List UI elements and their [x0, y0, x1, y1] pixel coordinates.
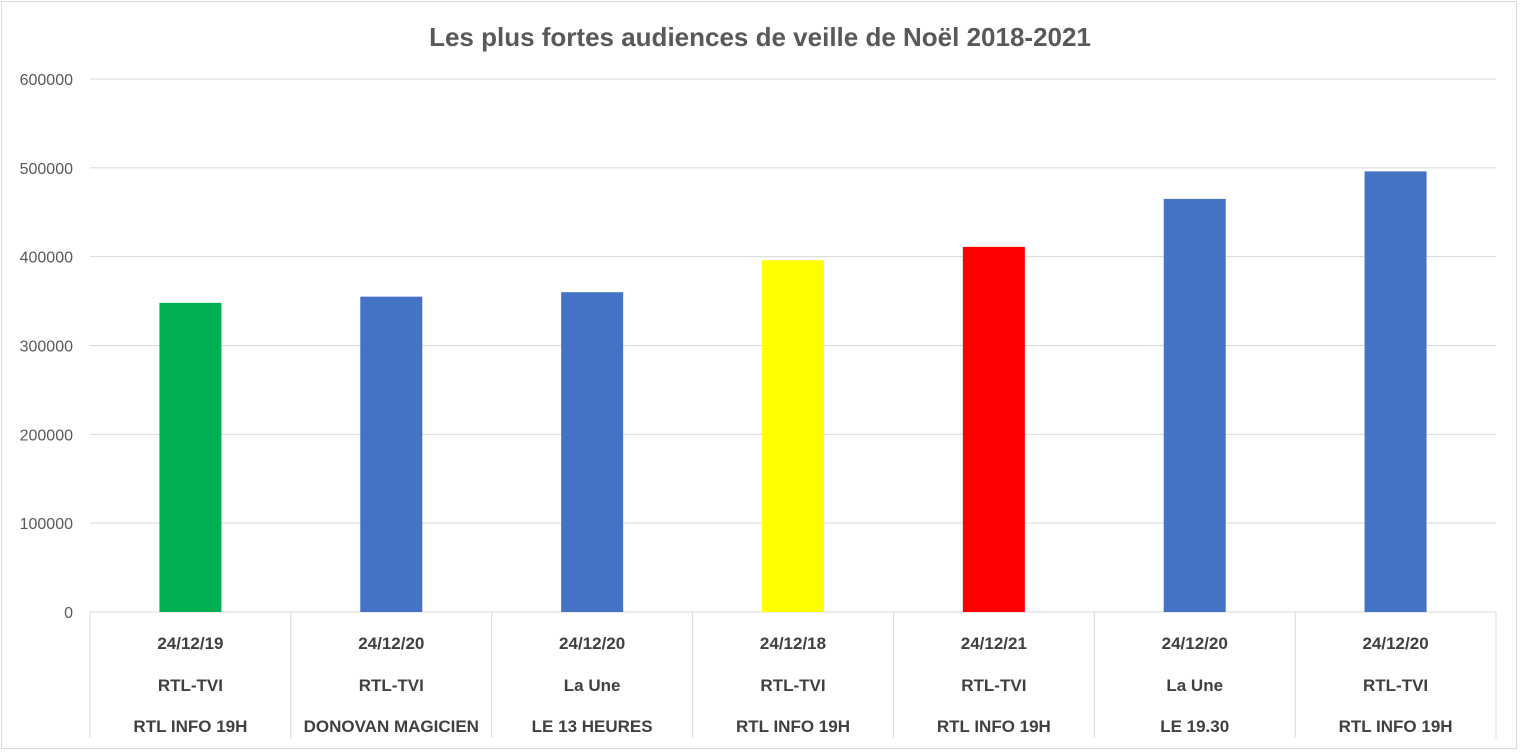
bar [159, 302, 222, 612]
x-tick-label-date: 24/12/20 [1362, 634, 1428, 653]
bars [159, 171, 1427, 613]
x-tick-label-channel: RTL-TVI [158, 676, 223, 695]
bar [762, 260, 824, 612]
bar [962, 246, 1025, 612]
y-axis-ticks: 0 100000 200000 300000 400000 500000 600000 [20, 72, 73, 622]
x-tick-label-program: RTL INFO 19H [937, 717, 1051, 736]
y-tick-label: 600000 [20, 72, 73, 89]
bar [1364, 171, 1427, 613]
x-tick-label-date: 24/12/20 [1162, 634, 1228, 653]
x-tick-label-date: 24/12/21 [961, 634, 1027, 653]
x-tick-label-channel: La Une [564, 676, 621, 695]
y-tick-label: 500000 [20, 161, 73, 178]
x-tick-label-date: 24/12/20 [559, 634, 625, 653]
bar [561, 292, 624, 612]
x-tick-label-channel: RTL-TVI [1363, 676, 1428, 695]
x-tick-label-program: LE 13 HEURES [532, 717, 653, 736]
y-tick-label: 400000 [20, 250, 73, 267]
bar [1163, 198, 1226, 613]
x-tick-label-program: LE 19.30 [1160, 717, 1229, 736]
x-tick-label-channel: RTL-TVI [961, 676, 1026, 695]
x-tick-label-date: 24/12/18 [760, 634, 826, 653]
bar [360, 296, 423, 612]
y-tick-label: 300000 [20, 339, 73, 356]
y-tick-label: 0 [64, 605, 73, 622]
chart-title: Les plus fortes audiences de veille de N… [429, 22, 1091, 52]
y-tick-label: 100000 [20, 516, 73, 533]
x-tick-label-program: RTL INFO 19H [736, 717, 850, 736]
x-tick-label-program: RTL INFO 19H [1339, 717, 1453, 736]
x-tick-label-channel: La Une [1166, 676, 1223, 695]
y-tick-label: 200000 [20, 427, 73, 444]
gridlines [90, 78, 1496, 613]
x-tick-label-channel: RTL-TVI [760, 676, 825, 695]
x-tick-label-channel: RTL-TVI [359, 676, 424, 695]
x-tick-label-date: 24/12/20 [358, 634, 424, 653]
x-axis: 24/12/19 RTL-TVI RTL INFO 19H 24/12/20 RTL-T… [89, 612, 1497, 738]
x-tick-label-program: RTL INFO 19H [133, 717, 247, 736]
x-tick-label-program: DONOVAN MAGICIEN [304, 717, 479, 736]
x-tick-label-date: 24/12/19 [157, 634, 223, 653]
